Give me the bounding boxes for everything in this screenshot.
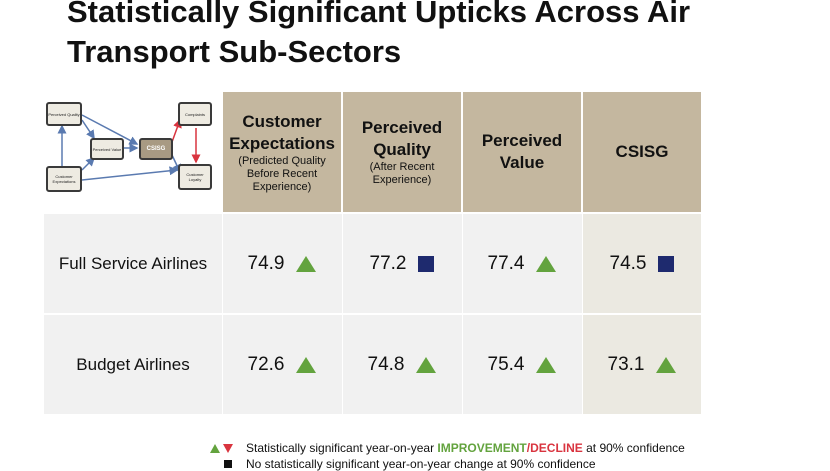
up-triangle-icon bbox=[210, 443, 220, 453]
legend-slash: / bbox=[526, 441, 531, 455]
diagram-node-customer-loyalty: Customer Loyalty bbox=[178, 164, 212, 190]
up-triangle-icon bbox=[536, 255, 557, 272]
down-triangle-icon bbox=[223, 443, 233, 453]
header-label: Perceived Quality bbox=[361, 118, 443, 159]
table-cell: 74.5 bbox=[583, 214, 701, 313]
legend-significant: Statistically significant year-on-year I… bbox=[210, 441, 685, 455]
diagram-node-csisg: CSISG bbox=[139, 138, 173, 160]
cell-value: 74.8 bbox=[367, 353, 405, 375]
cell-value: 73.1 bbox=[607, 353, 645, 375]
legend-no-change: No statistically significant year-on-yea… bbox=[210, 457, 596, 471]
csisg-cell-background-full-service bbox=[583, 214, 701, 313]
column-divider bbox=[222, 214, 223, 414]
cell-value: 74.5 bbox=[609, 252, 647, 274]
diagram-node-perceived-value: Perceived Value bbox=[90, 138, 124, 160]
square-icon bbox=[658, 255, 675, 272]
legend-text-pre: Statistically significant year-on-year bbox=[246, 441, 438, 455]
table-cell: 75.4 bbox=[463, 315, 581, 414]
up-triangle-icon bbox=[536, 356, 557, 373]
header-sublabel: (After Recent Experience) bbox=[369, 161, 435, 186]
diagram-node-complaints: Complaints bbox=[178, 102, 212, 126]
diagram-node-perceived-quality: Perceived Quality bbox=[46, 102, 82, 126]
legend-text-post: at 90% confidence bbox=[582, 441, 685, 455]
table-cell: 74.9 bbox=[223, 214, 341, 313]
up-triangle-icon bbox=[656, 356, 677, 373]
square-icon bbox=[418, 255, 435, 272]
legend-improvement: IMPROVEMENT bbox=[437, 441, 527, 455]
legend-decline: DECLINE bbox=[530, 441, 583, 455]
table-cell: 72.6 bbox=[223, 315, 341, 414]
page-title: Statistically Significant Upticks Across… bbox=[67, 0, 691, 69]
table-cell: 74.8 bbox=[343, 315, 461, 414]
table-cell: 77.2 bbox=[343, 214, 461, 313]
cell-value: 77.4 bbox=[487, 252, 525, 274]
header-label: Customer Expectations bbox=[229, 111, 335, 153]
header-label: Perceived Value bbox=[481, 131, 563, 172]
legend-text: No statistically significant year-on-yea… bbox=[246, 457, 596, 471]
diagram-node-customer-expectations: Customer Expectations bbox=[46, 166, 82, 192]
csisg-cell-background-budget bbox=[583, 315, 701, 414]
row-label-budget-airlines: Budget Airlines bbox=[76, 354, 190, 374]
diagram-arrows bbox=[57, 114, 201, 181]
up-triangle-icon bbox=[296, 356, 317, 373]
header-customer-expectations: Customer Expectations (Predicted Quality… bbox=[223, 92, 341, 212]
legend-symbols bbox=[210, 460, 246, 468]
csisg-model-diagram: Perceived Quality Perceived Value CSISG … bbox=[42, 100, 212, 196]
cell-value: 77.2 bbox=[369, 252, 407, 274]
column-divider bbox=[462, 214, 463, 414]
square-icon bbox=[224, 460, 232, 468]
header-sublabel: (Predicted Quality Before Recent Experie… bbox=[238, 154, 326, 193]
header-perceived-quality: Perceived Quality (After Recent Experien… bbox=[343, 92, 461, 212]
cell-value: 75.4 bbox=[487, 353, 525, 375]
table-cell: 73.1 bbox=[583, 315, 701, 414]
row-label-full-service-airlines: Full Service Airlines bbox=[58, 253, 208, 273]
up-triangle-icon bbox=[416, 356, 437, 373]
up-triangle-icon bbox=[296, 255, 317, 272]
header-csisg: CSISG bbox=[583, 92, 701, 212]
cell-value: 72.6 bbox=[247, 353, 285, 375]
column-divider bbox=[342, 214, 343, 414]
legend-symbols bbox=[210, 443, 246, 453]
table-cell: 77.4 bbox=[463, 214, 581, 313]
column-divider bbox=[582, 214, 583, 414]
header-label: CSISG bbox=[615, 142, 669, 161]
header-perceived-value: Perceived Value bbox=[463, 92, 581, 212]
cell-value: 74.9 bbox=[247, 252, 285, 274]
legend-text: Statistically significant year-on-year I… bbox=[246, 441, 685, 455]
